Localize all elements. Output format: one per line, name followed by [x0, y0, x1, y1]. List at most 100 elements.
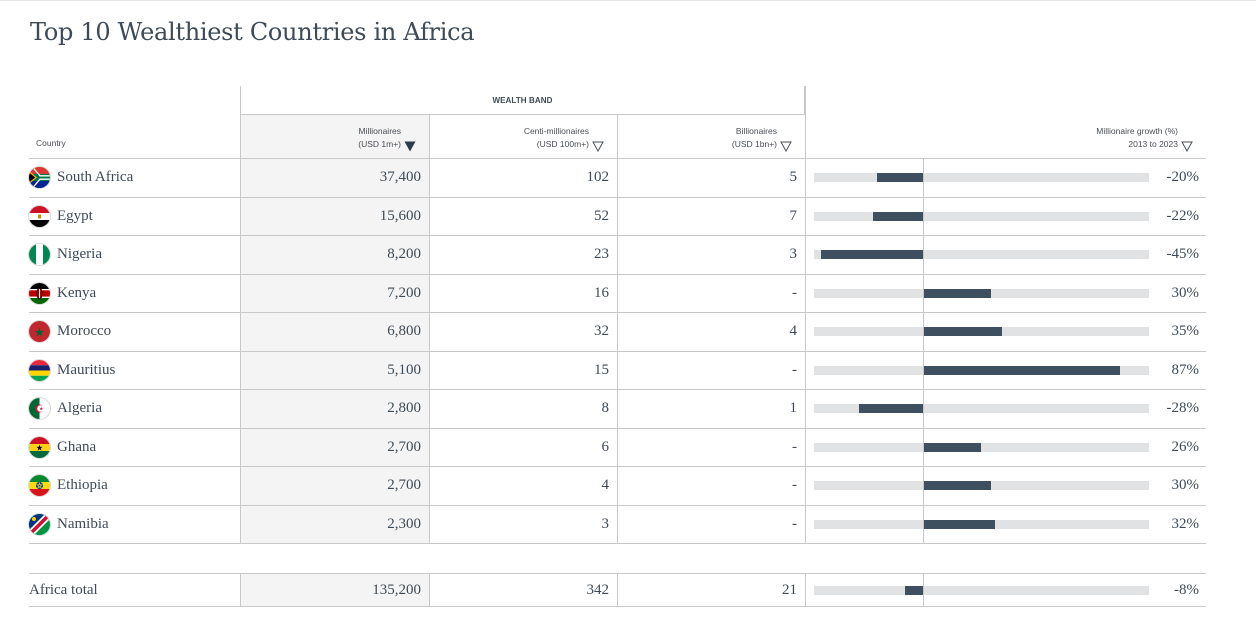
growth-cell: 30%	[805, 467, 1206, 505]
column-header-millionaires-label: Millionaires	[358, 126, 401, 136]
growth-zero-line	[922, 197, 924, 235]
country-name: Ethiopia	[57, 477, 108, 494]
growth-cell: -20%	[805, 159, 1206, 197]
table-header: WEALTH BAND Country Millionaires (USD 1m…	[29, 86, 1206, 159]
growth-bar	[922, 442, 982, 452]
growth-bar-track	[814, 481, 1149, 491]
growth-zero-line	[922, 351, 924, 389]
country-cell: Ghana	[29, 429, 240, 467]
growth-cell: 35%	[805, 313, 1206, 351]
billionaires-value: -	[617, 274, 805, 312]
algeria-flag-icon	[29, 398, 50, 420]
country-name: Nigeria	[57, 246, 102, 263]
growth-bar-track	[814, 404, 1149, 414]
mauritius-flag-icon	[29, 359, 50, 381]
column-header-centi-millionaires[interactable]: Centi-millionaires (USD 100m+)	[429, 115, 617, 159]
header-divider	[29, 158, 1206, 159]
growth-cell: 87%	[805, 351, 1206, 389]
south-africa-flag-icon	[29, 167, 50, 189]
billionaires-value: -	[617, 505, 805, 543]
centi-millionaires-value: 3	[429, 505, 617, 543]
growth-bar-track	[814, 327, 1149, 337]
column-header-billionaires-label: Billionaires	[735, 126, 777, 136]
total-row: Africa total 135,200 342 21 -8%	[29, 573, 1206, 607]
wealth-band-group: WEALTH BAND	[240, 86, 805, 115]
wealth-band-label: WEALTH BAND	[492, 96, 553, 105]
billionaires-value: -	[617, 428, 805, 466]
country-cell: South Africa	[29, 159, 240, 197]
sort-outline-icon[interactable]	[780, 141, 792, 152]
table-row: Egypt 15,600 52 7 -22%	[29, 197, 1206, 236]
growth-value: 30%	[1171, 284, 1200, 301]
morocco-flag-icon	[29, 321, 50, 343]
growth-bar-track	[814, 519, 1149, 529]
total-centi-millionaires: 342	[429, 574, 617, 606]
column-header-billionaires[interactable]: Billionaires (USD 1bn+)	[617, 115, 805, 159]
millionaires-value: 37,400	[240, 159, 429, 197]
centi-millionaires-value: 8	[429, 390, 617, 428]
growth-bar	[922, 327, 1002, 337]
billionaires-value: 3	[617, 236, 805, 274]
column-header-country: Country	[29, 115, 240, 159]
country-name: Ghana	[57, 438, 97, 455]
growth-zero-line	[922, 390, 924, 428]
growth-bar-track	[814, 365, 1149, 375]
centi-millionaires-value: 4	[429, 467, 617, 505]
column-header-growth[interactable]: Millionaire growth (%) 2013 to 2023	[805, 115, 1206, 159]
billionaires-value: -	[617, 467, 805, 505]
country-name: Algeria	[57, 400, 102, 417]
centi-millionaires-value: 15	[429, 351, 617, 389]
growth-cell: 26%	[805, 428, 1206, 466]
growth-value: 30%	[1171, 477, 1200, 494]
country-name: Egypt	[57, 207, 93, 224]
growth-zero-line	[922, 236, 924, 274]
kenya-flag-icon	[29, 282, 50, 304]
growth-value: 35%	[1171, 323, 1200, 340]
country-cell: Morocco	[29, 313, 240, 351]
country-name: Kenya	[57, 284, 97, 301]
billionaires-value: 4	[617, 313, 805, 351]
table-row: Nigeria 8,200 23 3 -45%	[29, 236, 1206, 275]
column-header-millionaires[interactable]: Millionaires (USD 1m+)	[240, 115, 429, 159]
table-row: Mauritius 5,100 15 - 87%	[29, 351, 1206, 390]
growth-bar	[820, 250, 923, 260]
table-row: Namibia 2,300 3 - 32%	[29, 505, 1206, 544]
growth-bar	[859, 404, 923, 414]
country-name: Mauritius	[57, 361, 116, 378]
growth-value: 32%	[1171, 515, 1200, 532]
growth-zero-line	[922, 313, 924, 351]
centi-millionaires-value: 102	[429, 159, 617, 197]
total-growth-cell: -8%	[805, 574, 1206, 606]
growth-bar	[877, 173, 923, 183]
country-cell: Kenya	[29, 275, 240, 313]
sort-outline-icon[interactable]	[592, 141, 604, 152]
growth-value: 87%	[1171, 361, 1200, 378]
column-header-country-label: Country	[36, 138, 66, 148]
growth-bar-track	[814, 173, 1149, 183]
growth-bar	[904, 585, 923, 595]
column-header-millionaires-sublabel: (USD 1m+)	[358, 139, 401, 149]
millionaires-value: 5,100	[240, 351, 429, 389]
column-header-growth-label: Millionaire growth (%)	[1096, 126, 1178, 136]
growth-bar-track	[814, 585, 1149, 595]
country-cell: Namibia	[29, 506, 240, 544]
growth-bar	[922, 519, 996, 529]
growth-value: -22%	[1166, 207, 1200, 224]
billionaires-value: 5	[617, 159, 805, 197]
billionaires-value: 1	[617, 390, 805, 428]
table-row: Kenya 7,200 16 - 30%	[29, 274, 1206, 313]
top-divider	[0, 0, 1256, 1]
country-cell: Algeria	[29, 390, 240, 428]
growth-zero-line	[922, 274, 924, 312]
sort-descending-filled-icon[interactable]	[404, 141, 416, 152]
growth-bar	[922, 481, 991, 491]
billionaires-value: -	[617, 351, 805, 389]
growth-zero-line	[922, 574, 924, 606]
growth-column-divider	[805, 86, 806, 159]
growth-zero-line	[922, 467, 924, 505]
growth-value: 26%	[1171, 438, 1200, 455]
growth-zero-line	[922, 159, 924, 197]
total-growth-value: -8%	[1174, 581, 1199, 598]
ethiopia-flag-icon	[29, 475, 50, 497]
sort-outline-icon[interactable]	[1181, 141, 1193, 152]
